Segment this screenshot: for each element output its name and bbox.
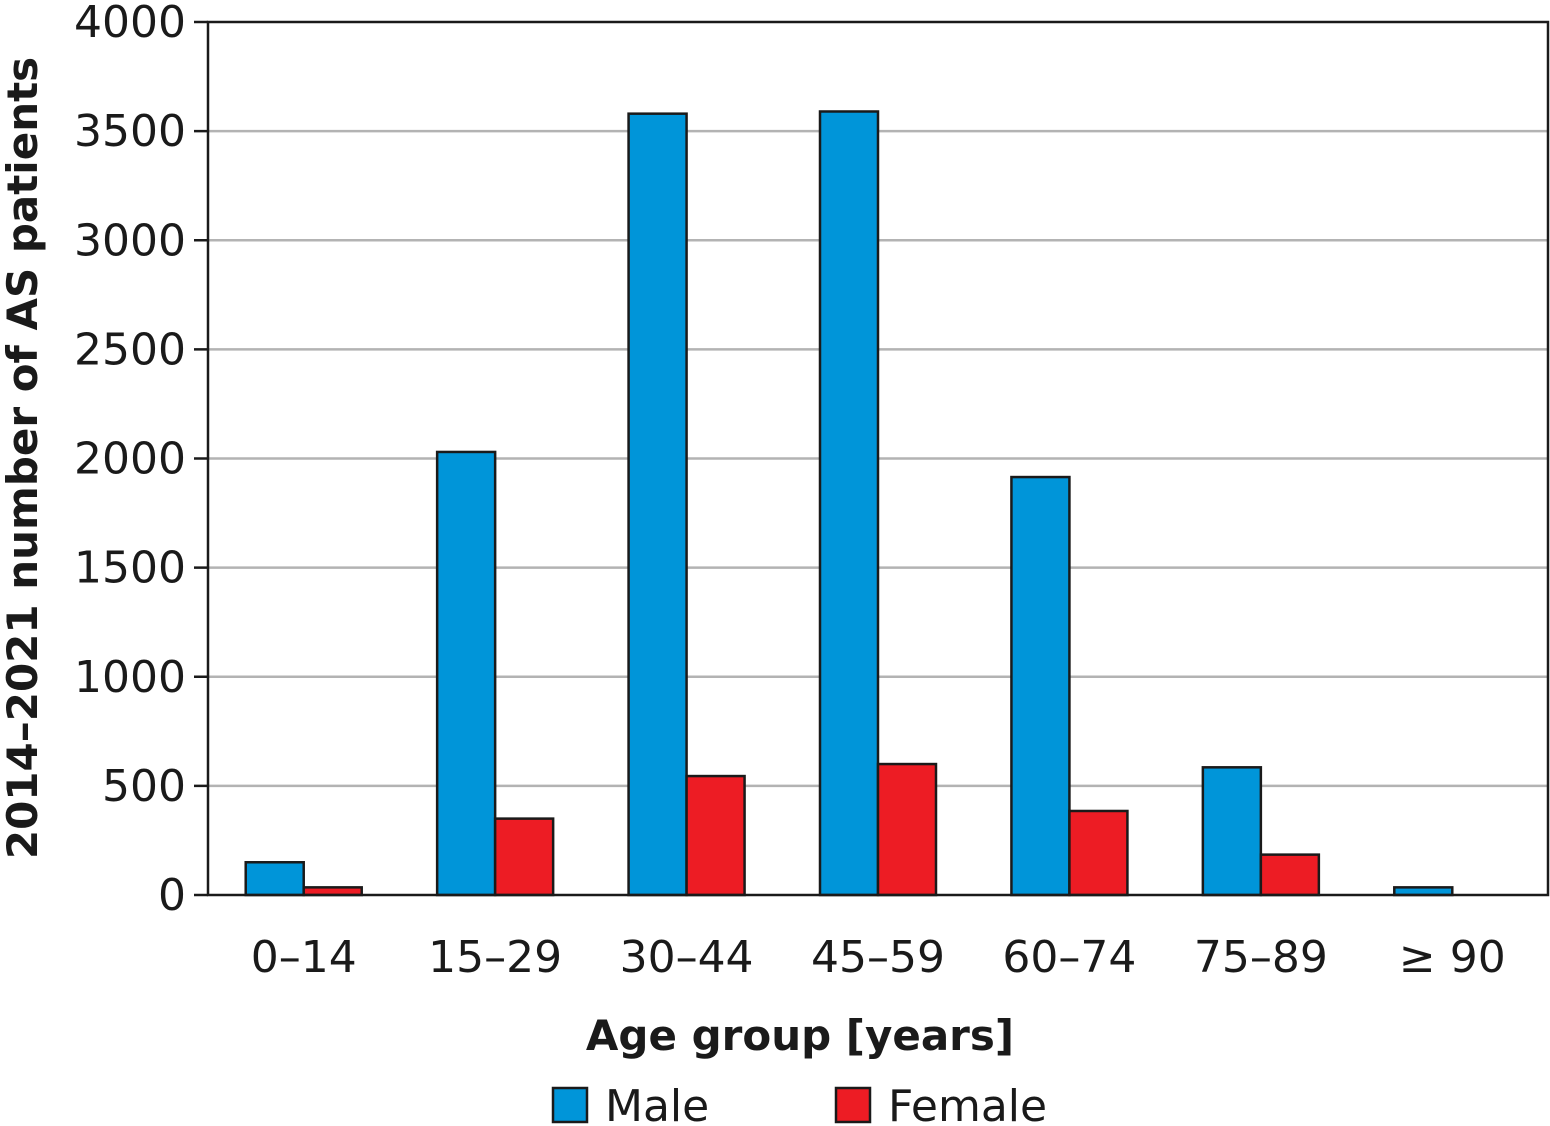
x-tick-label: 60–74 <box>1002 932 1136 983</box>
x-axis-ticks: 0–14 15–29 30–44 45–59 60–74 75–89 ≥ 90 <box>251 932 1506 983</box>
bar-female-3 <box>876 762 938 897</box>
y-tick-label: 4000 <box>74 0 186 48</box>
legend-label-female: Female <box>888 1081 1047 1126</box>
x-tick-label: 0–14 <box>251 932 357 983</box>
y-axis-title: 2014–2021 number of AS patients <box>0 57 47 859</box>
bar-male-0 <box>244 861 305 897</box>
y-tick-label: 1000 <box>74 652 186 703</box>
legend-swatch-female <box>834 1086 872 1124</box>
bar-male-2 <box>627 112 688 897</box>
y-tick-label: 2500 <box>74 324 186 375</box>
bar-female-5 <box>1259 853 1321 897</box>
x-tick-label: 75–89 <box>1194 932 1328 983</box>
bar-female-4 <box>1068 809 1129 897</box>
x-tick-label: 45–59 <box>811 932 945 983</box>
y-tick-label: 3000 <box>74 215 186 266</box>
y-tick-label: 3500 <box>74 106 186 157</box>
bar-male-4 <box>1010 475 1071 897</box>
y-axis-ticks: 0 500 1000 1500 2000 2500 3000 3500 4000 <box>74 0 208 921</box>
x-tick-label: 15–29 <box>428 932 562 983</box>
legend-swatch-male <box>551 1086 589 1124</box>
y-tick-label: 2000 <box>74 434 186 485</box>
y-tick-label: 1500 <box>74 543 186 594</box>
y-tick-label: 0 <box>158 870 186 921</box>
x-tick-label: ≥ 90 <box>1399 932 1506 983</box>
x-tick-label: 30–44 <box>620 932 754 983</box>
bars <box>244 110 1454 897</box>
bar-male-5 <box>1201 766 1263 897</box>
bar-male-1 <box>435 450 497 897</box>
bar-female-2 <box>685 774 746 897</box>
legend: Male Female <box>551 1081 1047 1126</box>
bar-female-1 <box>493 817 555 897</box>
x-axis-title: Age group [years] <box>586 1011 1014 1060</box>
y-tick-label: 500 <box>102 761 186 812</box>
legend-label-male: Male <box>605 1081 709 1126</box>
bar-male-3 <box>818 110 880 897</box>
